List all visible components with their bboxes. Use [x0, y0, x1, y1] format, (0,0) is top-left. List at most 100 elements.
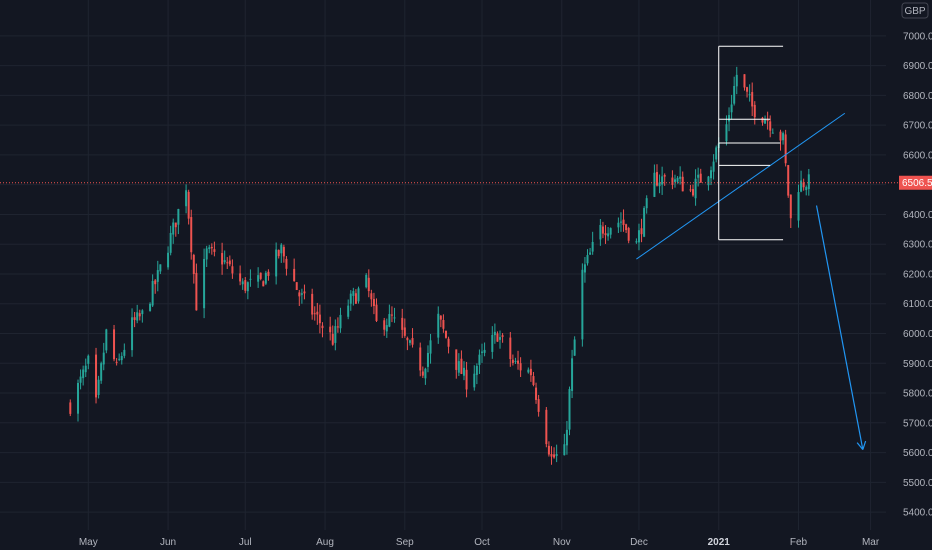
x-tick-label: Sep: [396, 537, 414, 548]
candle-body: [527, 369, 530, 373]
currency-badge[interactable]: [901, 2, 929, 19]
candle-body: [439, 315, 442, 320]
candle-body: [735, 74, 738, 87]
candle-body: [689, 189, 692, 191]
candle-body: [622, 219, 625, 226]
candle-body: [746, 87, 749, 92]
candle-body: [607, 233, 610, 237]
candle-body: [589, 252, 592, 255]
candle-body: [347, 305, 350, 317]
candle-body: [532, 376, 535, 385]
candle-body: [604, 233, 607, 236]
candle-body: [84, 365, 87, 373]
candle-body: [733, 85, 736, 104]
candle-body: [95, 354, 98, 398]
candle-body: [241, 281, 244, 285]
candle-body: [591, 241, 594, 252]
candle-body: [547, 445, 550, 455]
candle-body: [388, 314, 391, 327]
candle-body: [627, 228, 630, 241]
y-tick-label: 6300.0: [903, 240, 932, 251]
candle-body: [136, 312, 139, 321]
candle-body: [401, 317, 404, 330]
candle-body: [393, 317, 396, 319]
candle-body: [565, 429, 568, 446]
candle-body: [460, 358, 463, 374]
candle-body: [223, 260, 226, 263]
candle-body: [177, 209, 180, 225]
candle-body: [493, 331, 496, 336]
candle-body: [509, 337, 512, 360]
candle-body: [707, 176, 710, 186]
candle-body: [82, 369, 85, 379]
candle-body: [187, 191, 190, 219]
candle-body: [802, 182, 805, 188]
trendline[interactable]: [636, 112, 846, 260]
candle-body: [336, 326, 339, 328]
candle-body: [210, 246, 213, 249]
candle-body: [167, 252, 170, 268]
candle-body: [277, 250, 280, 257]
candle-body: [424, 368, 427, 379]
candle-body: [370, 293, 373, 300]
candle-body: [640, 228, 643, 235]
y-tick-label: 6900.0: [903, 61, 932, 72]
candle-body: [537, 399, 540, 412]
candle-body: [499, 337, 502, 340]
x-tick-label: Feb: [790, 537, 808, 548]
x-tick-label: Aug: [316, 537, 334, 548]
y-tick-label: 6200.0: [903, 269, 932, 280]
candle-body: [390, 314, 393, 316]
x-tick-label: Mar: [862, 537, 880, 548]
candle-body: [231, 266, 234, 274]
candle-body: [694, 178, 697, 199]
candle-body: [475, 365, 478, 375]
candle-body: [496, 333, 499, 342]
candle-body: [221, 253, 224, 265]
candle-body: [555, 453, 558, 457]
x-tick-label: May: [79, 537, 98, 548]
candle-body: [617, 222, 620, 228]
candle-body: [728, 115, 731, 122]
candle-body: [349, 293, 352, 304]
candle-body: [805, 187, 808, 191]
candle-body: [331, 333, 334, 345]
candle-body: [185, 190, 188, 207]
candle-body: [339, 314, 342, 329]
candle-body: [97, 379, 100, 395]
candle-body: [87, 355, 90, 364]
y-tick-label: 6400.0: [903, 210, 932, 221]
candle-body: [318, 314, 321, 324]
last-price-badge: [899, 175, 932, 190]
projection-arrow[interactable]: [815, 205, 864, 450]
x-tick-label: 2021: [708, 537, 731, 548]
candle-body: [329, 326, 332, 333]
y-tick-label: 6700.0: [903, 121, 932, 132]
candle-body: [643, 208, 646, 237]
candle-body: [807, 174, 810, 190]
y-axis: 5400.0 5500.0 5600.0 5700.0 5800.0 5900.0 6000…: [899, 31, 932, 519]
candle-body: [429, 340, 432, 354]
currency-badge-group: GBP: [901, 2, 929, 19]
candle-body: [771, 132, 774, 134]
candle-body: [133, 317, 136, 320]
candle-body: [586, 255, 589, 264]
candle-body: [421, 371, 424, 376]
candle-body: [264, 272, 267, 284]
candle-body: [275, 249, 278, 277]
candle-body: [563, 444, 566, 456]
candle-body: [100, 363, 103, 381]
candle-body: [257, 275, 260, 282]
candle-body: [403, 327, 406, 336]
candle-body: [753, 104, 756, 118]
candle-body: [141, 310, 144, 315]
candle-body: [295, 282, 298, 290]
candle-body: [411, 338, 414, 345]
x-tick-label: Jun: [160, 537, 176, 548]
y-tick-label: 5400.0: [903, 508, 932, 519]
candle-body: [481, 351, 484, 353]
candle-body: [192, 254, 195, 275]
candle-body: [457, 361, 460, 373]
candle-body: [681, 176, 684, 192]
